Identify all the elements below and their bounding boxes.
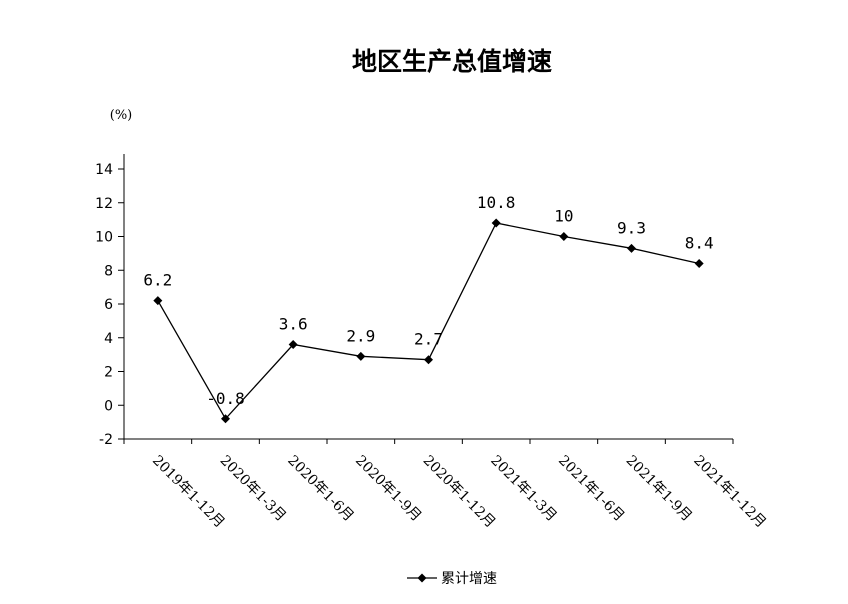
x-tick-label: 2021年1-3月 bbox=[487, 453, 559, 525]
y-tick-label: 12 bbox=[95, 196, 113, 212]
x-tick-label: 2021年1-9月 bbox=[623, 453, 695, 525]
x-tick-label: 2020年1-6月 bbox=[284, 453, 356, 525]
y-tick-label: 0 bbox=[104, 398, 113, 414]
data-label: 6.2 bbox=[143, 271, 172, 290]
y-tick-label: 8 bbox=[104, 263, 113, 279]
y-unit-label: (%) bbox=[110, 108, 133, 123]
legend: 累计增速 bbox=[407, 571, 497, 587]
data-label: 3.6 bbox=[279, 315, 308, 334]
x-tick-label: 2020年1-9月 bbox=[352, 453, 424, 525]
y-tick-label: 6 bbox=[104, 297, 113, 313]
data-label: 10 bbox=[554, 207, 573, 226]
data-label: 2.7 bbox=[414, 330, 443, 349]
data-label: 2.9 bbox=[346, 326, 375, 345]
legend-label: 累计增速 bbox=[441, 571, 497, 587]
data-label: 8.4 bbox=[685, 234, 714, 253]
data-label: 10.8 bbox=[477, 193, 516, 212]
data-point-marker bbox=[694, 259, 704, 268]
data-point-marker bbox=[356, 351, 366, 361]
data-point-marker bbox=[153, 296, 163, 306]
x-tick-label: 2021年1-6月 bbox=[555, 453, 627, 525]
data-point-marker bbox=[491, 218, 501, 228]
y-tick-label: -2 bbox=[99, 432, 113, 448]
data-point-marker bbox=[559, 232, 569, 241]
data-point-marker bbox=[288, 340, 298, 349]
x-tick-label: 2020年1-12月 bbox=[420, 453, 499, 532]
x-tick-label: 2020年1-3月 bbox=[217, 453, 289, 525]
y-tick-label: 10 bbox=[95, 230, 113, 246]
data-point-marker bbox=[221, 414, 230, 424]
data-point-marker bbox=[424, 355, 433, 365]
data-label: -0.8 bbox=[206, 389, 245, 408]
data-label: 9.3 bbox=[617, 218, 646, 237]
y-tick-label: 4 bbox=[104, 331, 113, 347]
x-tick-label: 2019年1-12月 bbox=[149, 453, 228, 532]
chart-title: 地区生产总值增速 bbox=[352, 47, 552, 76]
series-group bbox=[153, 218, 704, 424]
y-tick-label: 2 bbox=[104, 365, 113, 381]
data-point-marker bbox=[627, 243, 636, 253]
data-labels: 6.2 -0.8 3.6 2.9 2.7 10.8 10 9.3 8.4 bbox=[143, 193, 713, 408]
x-tick-label: 2021年1-12月 bbox=[690, 453, 769, 532]
y-tick-label: 14 bbox=[95, 162, 113, 178]
legend-marker bbox=[417, 573, 427, 583]
